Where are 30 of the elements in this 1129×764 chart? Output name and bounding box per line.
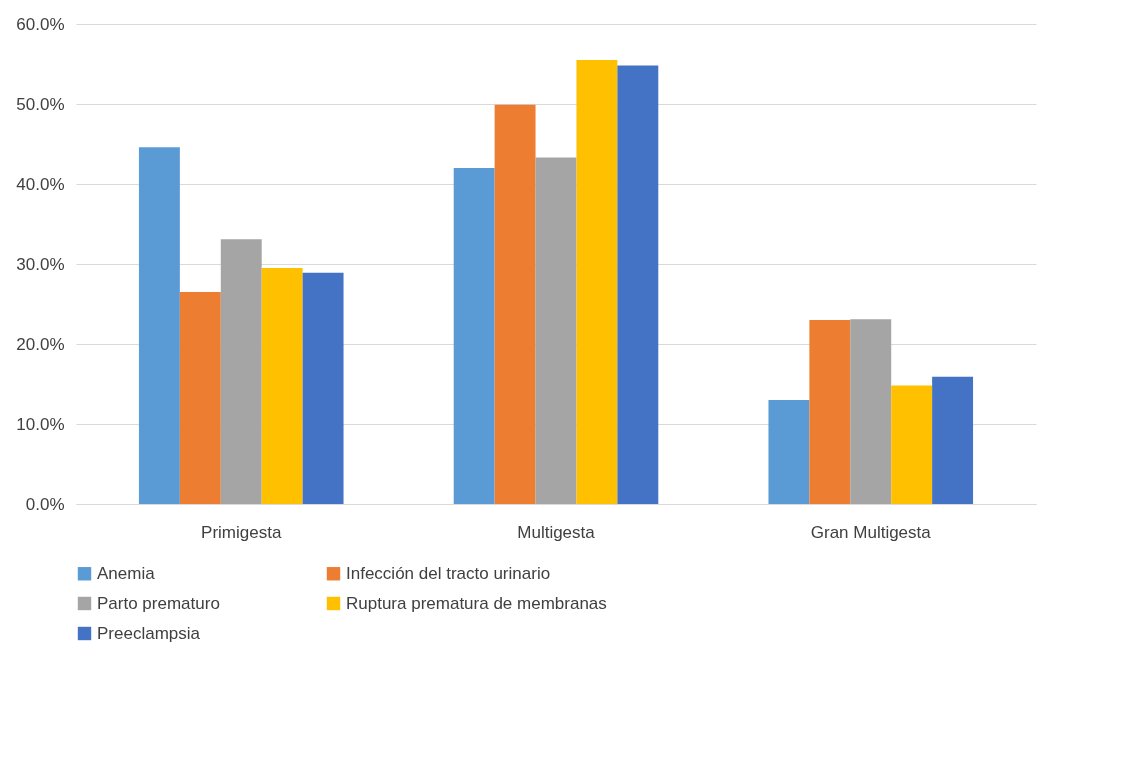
legend-label: Parto prematuro: [97, 593, 220, 613]
y-tick-label: 20.0%: [16, 334, 65, 354]
bar: [617, 65, 659, 504]
x-tick-label: Gran Multigesta: [810, 522, 932, 542]
legend-label: Infección del tracto urinario: [346, 563, 551, 583]
bar: [576, 60, 618, 504]
y-tick-label: 0.0%: [25, 494, 65, 514]
y-tick-label: 30.0%: [16, 254, 65, 274]
bar: [891, 385, 933, 504]
x-tick-label: Primigesta: [201, 522, 282, 542]
bar: [535, 157, 577, 504]
x-tick-label: Multigesta: [517, 522, 596, 542]
bar: [453, 168, 495, 504]
bar: [850, 319, 892, 504]
y-tick-label: 10.0%: [16, 414, 65, 434]
bar: [302, 272, 344, 504]
bar: [768, 400, 810, 504]
bar: [220, 239, 262, 504]
bar: [809, 320, 851, 504]
y-tick-label: 40.0%: [16, 174, 65, 194]
legend-label: Preeclampsia: [97, 623, 201, 643]
legend-label: Ruptura prematura de membranas: [346, 593, 607, 613]
bar: [179, 292, 221, 504]
y-tick-label: 60.0%: [16, 14, 65, 34]
bar: [261, 268, 303, 504]
legend-label: Anemia: [97, 563, 156, 583]
bar: [494, 104, 536, 504]
bar: [138, 147, 180, 504]
bar: [932, 376, 974, 504]
y-tick-label: 50.0%: [16, 94, 65, 114]
